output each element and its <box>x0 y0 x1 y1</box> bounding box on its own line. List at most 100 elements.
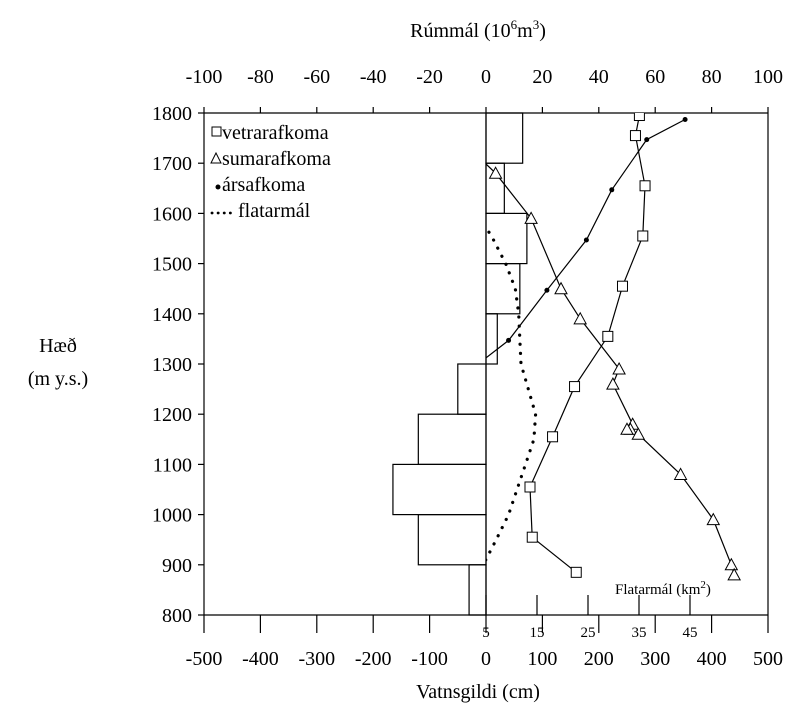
series-line-dot <box>486 118 686 359</box>
top-axis-title: Rúmmál (106m3) <box>410 17 546 42</box>
legend-label: sumarafkoma <box>222 148 331 170</box>
volume-bar <box>417 413 487 466</box>
top-tick-label: 100 <box>753 66 783 88</box>
data-point-dot <box>324 574 329 579</box>
data-point-dot <box>389 438 394 443</box>
data-point-square <box>547 431 559 443</box>
series-line-square <box>529 115 646 573</box>
data-point-dot <box>544 287 550 293</box>
data-point-dot <box>324 489 329 494</box>
y-tick-label: 1400 <box>152 304 192 326</box>
y-axis-title: Hæð <box>39 335 77 357</box>
data-point-square <box>602 330 614 342</box>
area-profile-line <box>486 224 538 563</box>
legend-square-icon <box>211 126 222 137</box>
y-tick-label: 1100 <box>153 454 192 476</box>
legend: vetrarafkoma sumarafkoma ársafkoma flatarmá… <box>210 122 331 222</box>
data-point-square <box>524 481 536 493</box>
data-point-triangle <box>673 467 688 480</box>
area-tick-label: 5 <box>482 625 490 641</box>
area-tick-label: 35 <box>632 625 647 641</box>
data-point-square <box>569 381 581 393</box>
data-point-square <box>616 280 628 292</box>
bottom-tick-label: 300 <box>640 648 670 670</box>
data-point-dot <box>609 187 615 193</box>
y-tick-label: 1200 <box>152 404 192 426</box>
y-tick-label: 800 <box>162 605 192 627</box>
data-point-square <box>526 531 538 543</box>
y-tick-label: 1700 <box>152 153 192 175</box>
y-tick-label: 1300 <box>152 354 192 376</box>
bottom-tick-label: -200 <box>355 648 392 670</box>
bottom-tick-label: -100 <box>411 648 448 670</box>
volume-bar <box>417 513 487 566</box>
y-tick-label: 1800 <box>152 103 192 125</box>
data-point-triangle <box>706 512 721 526</box>
data-point-triangle <box>573 311 588 325</box>
top-tick-label: 80 <box>702 66 722 88</box>
area-axis-title: Flatarmál (km2) <box>615 579 711 598</box>
data-point-triangle <box>524 211 538 224</box>
series-layer <box>296 112 742 581</box>
y-tick-label: 900 <box>162 555 192 577</box>
volume-bar <box>468 564 487 616</box>
top-tick-label: -80 <box>247 66 274 88</box>
volume-bar <box>485 212 528 265</box>
bottom-tick-label: 200 <box>584 648 614 670</box>
data-point-square <box>633 113 645 122</box>
data-point-triangle <box>631 427 646 440</box>
top-tick-label: -60 <box>303 66 330 88</box>
top-tick-label: 60 <box>645 66 665 88</box>
top-tick-label: 40 <box>589 66 609 88</box>
axes: 8009001000110012001300140015001600170018… <box>152 66 783 670</box>
legend-label: flatarmál <box>238 200 311 222</box>
top-tick-label: -40 <box>360 66 387 88</box>
bottom-tick-label: -400 <box>242 648 279 670</box>
y-axis-title-unit: (m y.s.) <box>28 368 88 390</box>
data-point-dot <box>644 137 650 143</box>
data-point-dot <box>583 237 589 243</box>
data-point-dot <box>506 337 512 343</box>
area-tick-label: 45 <box>683 625 698 641</box>
data-point-square <box>570 566 582 578</box>
y-tick-label: 1000 <box>152 505 192 527</box>
data-point-dot <box>682 117 688 123</box>
bottom-tick-label: 500 <box>753 648 783 670</box>
data-point-triangle <box>432 112 444 123</box>
data-point-triangle <box>606 377 620 390</box>
data-point-triangle <box>612 361 626 375</box>
bottom-tick-label: -300 <box>298 648 335 670</box>
data-point-triangle <box>727 567 742 581</box>
legend-label: vetrarafkoma <box>222 122 329 144</box>
top-tick-label: 20 <box>532 66 552 88</box>
volume-bar <box>485 112 524 164</box>
volume-bar <box>457 363 487 415</box>
area-tick-label: 25 <box>581 625 596 641</box>
y-tick-label: 1600 <box>152 203 192 225</box>
volume-bar <box>392 463 487 516</box>
data-point-triangle <box>724 557 739 571</box>
bottom-axis-title: Vatnsgildi (cm) <box>416 681 540 703</box>
data-point-triangle <box>488 166 503 179</box>
data-point-triangle <box>620 422 634 435</box>
top-tick-label: -100 <box>186 66 223 88</box>
bottom-tick-label: 0 <box>481 648 491 670</box>
top-tick-label: -20 <box>416 66 443 88</box>
series-line-triangle <box>486 163 735 575</box>
data-point-dot <box>296 539 301 544</box>
data-point-dot <box>441 388 446 393</box>
legend-label: ársafkoma <box>222 174 305 196</box>
y-tick-label: 1500 <box>152 254 192 276</box>
data-point-square <box>637 230 649 242</box>
bottom-tick-label: -500 <box>186 648 223 670</box>
bottom-tick-label: 400 <box>697 648 727 670</box>
data-point-triangle <box>554 281 568 295</box>
area-tick-label: 15 <box>530 625 545 641</box>
data-point-square <box>629 130 641 142</box>
bottom-tick-label: 100 <box>527 648 557 670</box>
legend-triangle-icon <box>210 151 222 164</box>
legend-dot-icon <box>215 184 221 190</box>
data-point-square <box>639 180 651 192</box>
top-tick-label: 0 <box>481 66 491 88</box>
